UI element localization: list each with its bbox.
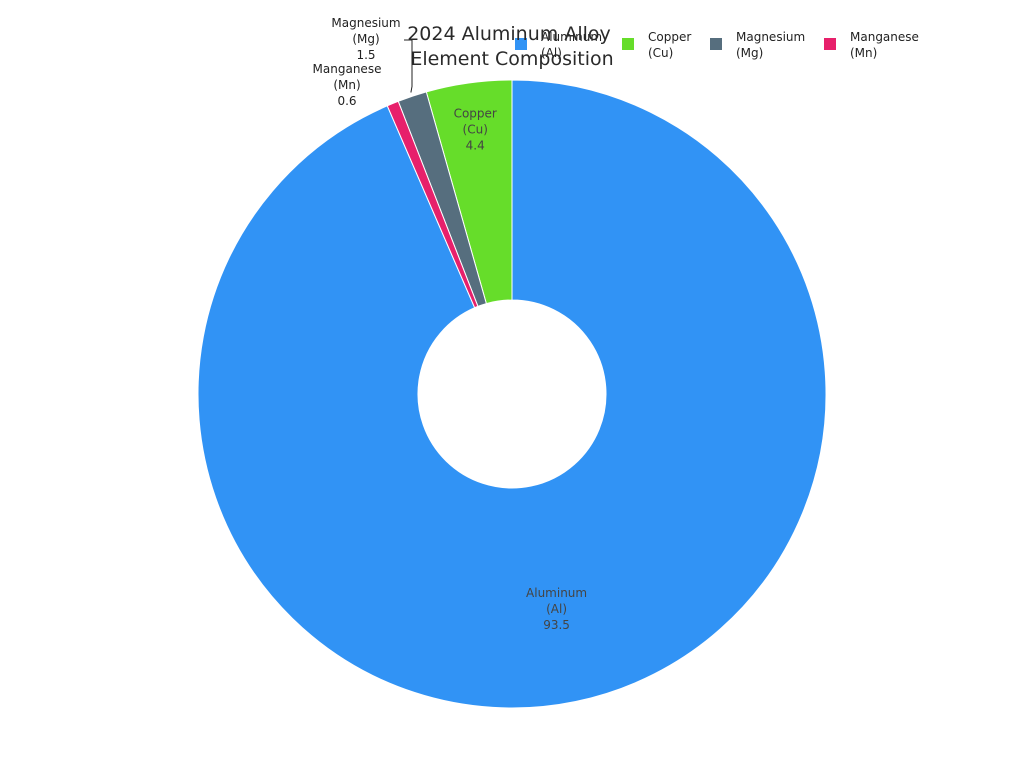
slice-label-mn: Manganese (Mn) 0.6 — [313, 62, 382, 108]
legend-swatch-al — [515, 38, 527, 50]
legend-label-mg: Magnesium (Mg) — [736, 30, 805, 60]
chart-title-line-1: 2024 Aluminum Alloy — [407, 23, 611, 45]
slice-al[interactable] — [197, 79, 827, 709]
legend-item-mg[interactable]: Magnesium (Mg) — [710, 30, 805, 60]
leader-line-mg — [404, 39, 413, 93]
slice-label-cu: Copper (Cu) 4.4 — [454, 107, 497, 153]
legend-swatch-cu — [622, 38, 634, 50]
slice-label-al: Aluminum (Al) 93.5 — [526, 586, 587, 632]
legend-label-al: Aluminum (Al) — [541, 30, 602, 60]
legend-item-al[interactable]: Aluminum (Al) — [515, 30, 602, 60]
slices-layer — [197, 79, 827, 709]
legend: Aluminum (Al) Copper (Cu) Magnesium (Mg) Manga… — [515, 30, 919, 60]
legend-label-mn: Manganese (Mn) — [850, 30, 919, 60]
legend-swatch-mg — [710, 38, 722, 50]
slice-cu[interactable] — [425, 79, 513, 305]
slice-mg[interactable] — [397, 91, 487, 308]
legend-label-cu: Copper (Cu) — [648, 30, 691, 60]
chart-title: 2024 Aluminum Alloy Element Composition — [407, 23, 617, 70]
inside-labels-layer: Aluminum (Al) 93.5 Copper (Cu) 4.4 — [454, 107, 588, 633]
legend-swatch-mn — [824, 38, 836, 50]
chart-title-line-2: Element Composition — [410, 48, 613, 70]
legend-item-cu[interactable]: Copper (Cu) — [622, 30, 691, 60]
legend-item-mn[interactable]: Manganese (Mn) — [824, 30, 919, 60]
slice-label-mg: Magnesium (Mg) 1.5 — [331, 16, 400, 62]
slice-mn[interactable] — [386, 100, 479, 309]
